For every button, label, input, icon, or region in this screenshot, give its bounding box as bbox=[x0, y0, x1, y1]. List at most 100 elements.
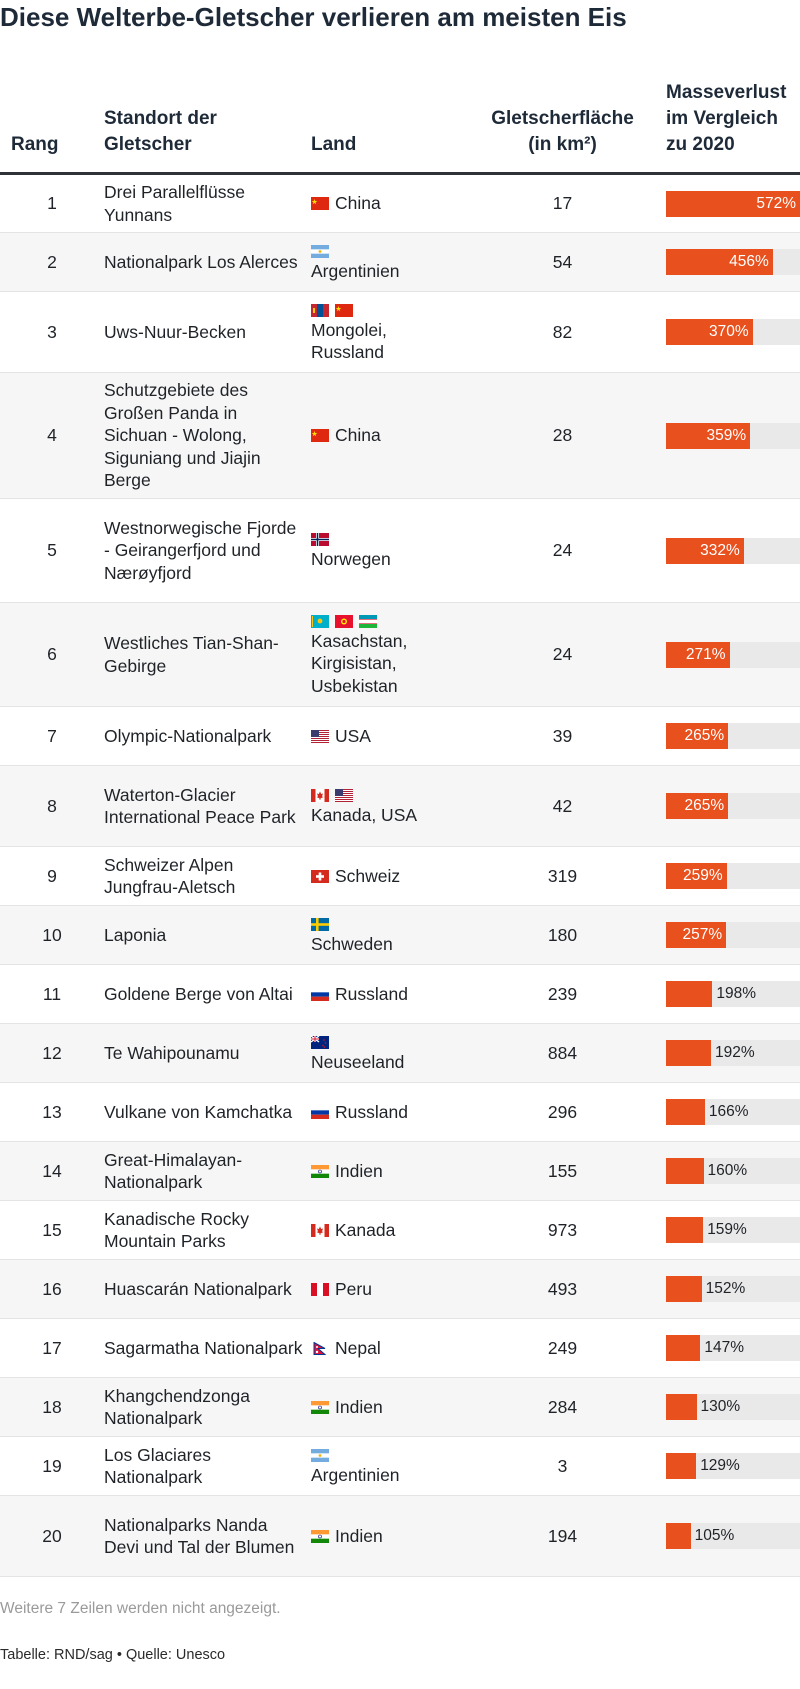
area-cell: 884 bbox=[459, 1023, 666, 1083]
loss-value-label: 259% bbox=[683, 867, 723, 884]
land-text: Argentinien bbox=[311, 1464, 400, 1485]
loss-cell: 160% bbox=[666, 1141, 800, 1201]
rank-cell: 14 bbox=[0, 1141, 104, 1201]
site-cell: Olympic-Nationalpark bbox=[104, 706, 311, 766]
loss-value-label: 147% bbox=[704, 1339, 745, 1356]
site-cell: Khangchendzonga Nationalpark bbox=[104, 1377, 311, 1437]
table-row: 1 Drei Parallelflüsse Yunnans China 17 572% bbox=[0, 173, 800, 233]
flag-pe-icon bbox=[311, 1282, 329, 1296]
loss-bar bbox=[666, 422, 751, 449]
loss-bar bbox=[666, 1335, 701, 1361]
loss-bar bbox=[666, 863, 727, 889]
rank-cell: 10 bbox=[0, 905, 104, 965]
loss-cell: 130% bbox=[666, 1377, 800, 1437]
rank-cell: 11 bbox=[0, 964, 104, 1024]
loss-cell: 359% bbox=[666, 372, 800, 499]
table-row: 12 Te Wahipounamu Neuseeland 884 192% bbox=[0, 1023, 800, 1083]
area-cell: 973 bbox=[459, 1200, 666, 1260]
area-cell: 493 bbox=[459, 1259, 666, 1319]
flag-se-icon bbox=[311, 917, 329, 931]
area-cell: 82 bbox=[459, 291, 666, 373]
loss-bar bbox=[666, 190, 800, 217]
loss-value-label: 130% bbox=[700, 1398, 741, 1415]
land-text: USA bbox=[335, 725, 371, 746]
land-text: Russland bbox=[335, 1101, 408, 1122]
flag-group bbox=[311, 425, 335, 445]
site-cell: Nationalpark Los Alerces bbox=[104, 232, 311, 292]
land-text: Schweden bbox=[311, 933, 393, 954]
flag-group bbox=[311, 726, 335, 746]
table-row: 11 Goldene Berge von Altai Russland 239 198% bbox=[0, 964, 800, 1024]
loss-value-label: 332% bbox=[700, 541, 740, 559]
land-cell: Schweiz bbox=[311, 846, 459, 906]
flag-ru-icon bbox=[311, 987, 329, 1001]
rank-cell: 5 bbox=[0, 498, 104, 603]
site-cell: Great-Himalayan-Nationalpark bbox=[104, 1141, 311, 1201]
land-cell: Mongolei, Russland bbox=[311, 291, 459, 373]
table-row: 20 Nationalparks Nanda Devi und Tal der B… bbox=[0, 1495, 800, 1577]
table-body: 1 Drei Parallelflüsse Yunnans China 17 572% 2… bbox=[0, 173, 800, 1577]
land-cell: Argentinien bbox=[311, 232, 459, 292]
rank-cell: 9 bbox=[0, 846, 104, 906]
flag-group bbox=[311, 612, 459, 630]
flag-group bbox=[311, 1220, 335, 1240]
loss-value-label: 257% bbox=[682, 926, 723, 943]
flag-kz-icon bbox=[311, 614, 329, 628]
loss-value-label: 166% bbox=[708, 1103, 749, 1120]
loss-cell: 265% bbox=[666, 765, 800, 847]
loss-bar-track: 105% bbox=[666, 1523, 800, 1549]
loss-value-label: 129% bbox=[700, 1457, 740, 1474]
flag-group bbox=[311, 915, 459, 933]
loss-bar-track: 271% bbox=[666, 641, 800, 668]
loss-value-label: 105% bbox=[694, 1527, 735, 1544]
loss-bar-track: 332% bbox=[666, 537, 800, 564]
loss-bar-track: 259% bbox=[666, 863, 800, 889]
site-cell: Waterton-Glacier International Peace Par… bbox=[104, 765, 311, 847]
flag-kg-icon bbox=[335, 614, 353, 628]
area-cell: 24 bbox=[459, 602, 666, 707]
land-cell: Schweden bbox=[311, 905, 459, 965]
land-cell: Neuseeland bbox=[311, 1023, 459, 1083]
loss-cell: 192% bbox=[666, 1023, 800, 1083]
area-cell: 17 bbox=[459, 173, 666, 233]
loss-bar-track: 456% bbox=[666, 249, 800, 275]
land-cell: China bbox=[311, 372, 459, 499]
loss-bar bbox=[666, 641, 730, 668]
table-row: 8 Waterton-Glacier International Peace Pa… bbox=[0, 765, 800, 847]
loss-bar-track: 152% bbox=[666, 1276, 800, 1302]
loss-bar-track: 147% bbox=[666, 1335, 800, 1361]
flag-group bbox=[311, 1279, 335, 1299]
land-cell: Russland bbox=[311, 964, 459, 1024]
loss-cell: 105% bbox=[666, 1495, 800, 1577]
loss-bar-track: 130% bbox=[666, 1394, 800, 1420]
rank-cell: 7 bbox=[0, 706, 104, 766]
flag-no-icon bbox=[311, 533, 329, 547]
area-cell: 42 bbox=[459, 765, 666, 847]
loss-bar bbox=[666, 1523, 691, 1549]
header-area-label: Gletscherfläche (in km²) bbox=[491, 108, 634, 155]
land-cell: Russland bbox=[311, 1082, 459, 1142]
flag-group bbox=[311, 1397, 335, 1417]
loss-bar-track: 265% bbox=[666, 793, 800, 819]
area-cell: 296 bbox=[459, 1082, 666, 1142]
table-row: 4 Schutzgebiete des Großen Panda in Sichu… bbox=[0, 372, 800, 499]
rank-cell: 13 bbox=[0, 1082, 104, 1142]
loss-bar-track: 160% bbox=[666, 1158, 800, 1184]
land-cell: Kanada, USA bbox=[311, 765, 459, 847]
land-cell: Peru bbox=[311, 1259, 459, 1319]
loss-bar bbox=[666, 1158, 704, 1184]
flag-group bbox=[311, 866, 335, 886]
land-text: Argentinien bbox=[311, 260, 400, 281]
land-text: Russland bbox=[335, 983, 408, 1004]
table-row: 7 Olympic-Nationalpark USA 39 265% bbox=[0, 706, 800, 766]
loss-cell: 572% bbox=[666, 173, 800, 233]
area-cell: 3 bbox=[459, 1436, 666, 1496]
chart-title: Diese Welterbe-Gletscher verlieren am me… bbox=[0, 2, 627, 32]
land-cell: Indien bbox=[311, 1141, 459, 1201]
land-cell: Norwegen bbox=[311, 498, 459, 603]
flag-group bbox=[311, 1446, 459, 1464]
land-text: Kanada, USA bbox=[311, 804, 418, 825]
rank-cell: 17 bbox=[0, 1318, 104, 1378]
flag-cn-icon bbox=[311, 197, 329, 211]
table-header-row: Rang Standort der Gletscher Land Gletsch… bbox=[0, 62, 800, 175]
